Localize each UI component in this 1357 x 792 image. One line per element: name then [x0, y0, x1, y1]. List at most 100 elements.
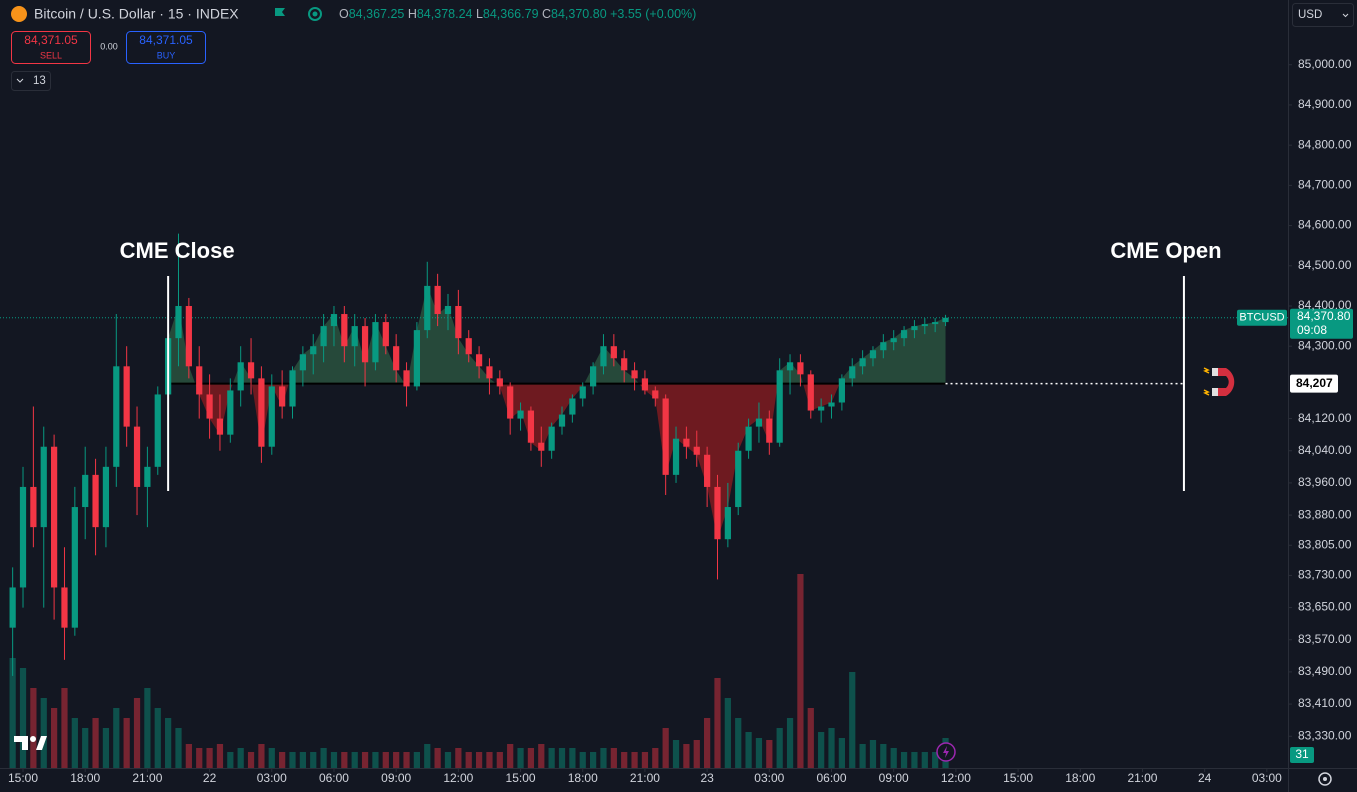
alerts-tag: [1290, 747, 1314, 763]
chevron: [16, 78, 24, 83]
volume-bar: [672, 740, 680, 768]
candle-body: [745, 426, 752, 451]
buy-label: BUY: [157, 50, 176, 60]
volume-bar: [693, 740, 700, 768]
ohlc-key: L: [476, 7, 483, 21]
y-tick-label: 84,300.00: [1298, 338, 1352, 352]
ohlc-key: C: [542, 7, 551, 21]
x-tick-label: 18:00: [568, 771, 598, 785]
candle-body: [610, 346, 617, 359]
candle-body: [216, 418, 224, 435]
volume-bar: [444, 752, 452, 768]
plot-area: [0, 233, 1288, 768]
volume-bar: [766, 740, 773, 768]
ohlc-value: 84,370.80: [551, 7, 607, 21]
volume-bar: [154, 708, 161, 768]
candle-body: [496, 378, 503, 387]
y-tick-label: 83,805.00: [1298, 537, 1352, 551]
magnet-tip: [1212, 368, 1218, 376]
candle-body: [247, 362, 255, 379]
volume-bar: [797, 574, 804, 768]
candle-body: [652, 390, 659, 399]
candle-body: [372, 322, 379, 363]
candle-body: [932, 322, 939, 325]
candle-body: [600, 346, 607, 367]
buy-button[interactable]: [126, 31, 206, 64]
volume-bar: [776, 728, 783, 768]
x-tick-label: 15:00: [8, 771, 38, 785]
symbol-title: Bitcoin / U.S. Dollar · 15 · INDEX: [34, 6, 239, 22]
y-tick-label: 84,400.00: [1298, 298, 1352, 312]
x-tick-label: 18:00: [1065, 771, 1095, 785]
candle-body: [19, 486, 27, 588]
y-tick-label: 83,960.00: [1298, 475, 1352, 489]
x-tick-label: 24: [1198, 771, 1212, 785]
volume-bar: [144, 688, 151, 768]
volume-bar: [424, 744, 431, 768]
ohlc-key: H: [408, 7, 417, 21]
x-tick-label: 15:00: [506, 771, 536, 785]
logo-part: [36, 736, 47, 750]
volume-bar: [382, 752, 389, 768]
candle-body: [30, 486, 37, 528]
volume-bar: [268, 748, 275, 768]
volume-bar: [123, 718, 130, 768]
symbol-tag: [1237, 309, 1287, 326]
logo-part: [14, 736, 28, 750]
candle-body: [289, 370, 296, 407]
candle-body: [361, 326, 369, 363]
y-tick-label: 83,730.00: [1298, 568, 1352, 582]
candle-body: [672, 438, 680, 475]
volume-bar: [890, 748, 897, 768]
buy-price: 84,371.05: [139, 33, 193, 47]
candle-body: [258, 378, 265, 447]
status-icon: [308, 7, 322, 21]
y-tick-label: 84,040.00: [1298, 443, 1352, 457]
candle-body: [838, 378, 845, 403]
y-tick-label: 84,600.00: [1298, 218, 1352, 232]
x-tick-label: 21:00: [630, 771, 660, 785]
volume-bar: [61, 688, 68, 768]
candle-body: [444, 305, 452, 315]
candle-body: [714, 486, 721, 540]
candle-body: [133, 426, 141, 487]
volume-bar: [92, 718, 99, 768]
volume-bar: [786, 718, 794, 768]
candle-body: [351, 326, 358, 347]
volume-bar: [71, 718, 78, 768]
volume-bar: [579, 752, 586, 768]
logo-part: [30, 736, 36, 742]
candle-body: [434, 285, 441, 315]
volume-bar: [351, 752, 358, 768]
baseline-area-below: [168, 383, 946, 540]
candle-body: [704, 454, 711, 487]
y-tick-label: 85,000.00: [1298, 57, 1352, 71]
currency-select[interactable]: [1292, 3, 1354, 27]
countdown-text: 09:08: [1297, 323, 1327, 337]
spread: 0.00: [100, 41, 118, 51]
volume-bar: [227, 752, 234, 768]
volume-bar: [631, 752, 638, 768]
volume-bar: [299, 752, 306, 768]
volume-bar: [247, 752, 255, 768]
candle-body: [527, 410, 535, 443]
ohlc: O84,367.25 H84,378.24 L84,366.79 C84,370…: [339, 7, 696, 21]
magnet-body: [1216, 368, 1235, 396]
indicators-toggle[interactable]: [11, 71, 51, 91]
candle-body: [828, 402, 835, 407]
sell-button[interactable]: [11, 31, 91, 64]
volume-bar: [372, 752, 379, 768]
settings-button[interactable]: [1318, 772, 1332, 786]
logo: [14, 736, 47, 750]
volume-bar: [932, 752, 939, 768]
candle-body: [797, 362, 804, 375]
currency: USD: [1298, 9, 1322, 21]
volume-bar: [745, 732, 752, 768]
ohlc-key: O: [339, 7, 349, 21]
candle-body: [393, 346, 400, 371]
volume-bar: [289, 752, 296, 768]
flag-icon[interactable]: [275, 8, 285, 16]
volume-bar: [641, 752, 649, 768]
candle-body: [40, 446, 47, 528]
